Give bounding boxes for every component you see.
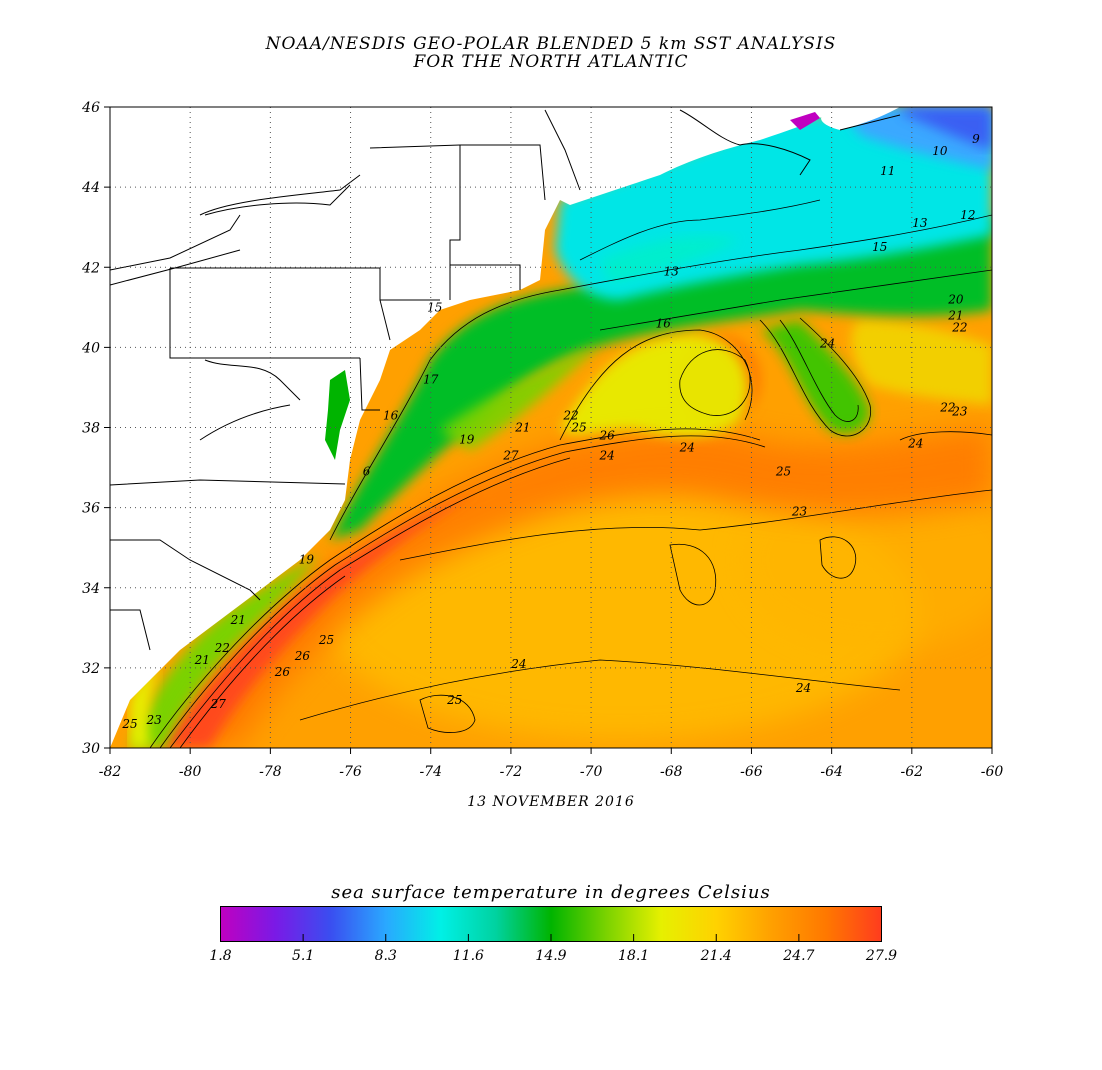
contour-label: 25 [570, 421, 586, 435]
contour-label: 21 [194, 653, 210, 667]
contour-label: 24 [510, 657, 526, 671]
contour-label: 13 [912, 216, 928, 230]
analysis-date: 13 NOVEMBER 2016 [467, 794, 635, 810]
colorbar-tick-label: 14.9 [535, 948, 567, 964]
contour-label: 21 [947, 308, 963, 322]
axis-ticks: -82 -80 -78 -76 -74 -72 -70 -68 -66 -64 -62 -60 30 32… [81, 100, 1003, 780]
lat-lon-grid [110, 107, 992, 748]
x-tick-label: -80 [179, 764, 202, 780]
x-tick-label: -60 [981, 764, 1004, 780]
y-tick-label: 38 [82, 421, 100, 437]
contour-label: 26 [274, 665, 291, 679]
colorbar-tick-label: 24.7 [783, 948, 815, 964]
contour-label: 22 [214, 641, 230, 655]
contour-label: 23 [791, 505, 808, 519]
colorbar-title: sea surface temperature in degrees Celsi… [331, 882, 771, 903]
map-title-line1: NOAA/NESDIS GEO-POLAR BLENDED 5 km SST A… [265, 34, 837, 54]
contour-label: 24 [679, 441, 695, 455]
colorbar-tick-label: 18.1 [618, 948, 650, 964]
contour-label: 27 [210, 697, 227, 711]
contour-label: 15 [427, 300, 442, 314]
x-tick-label: -64 [820, 764, 843, 780]
contour-label: 25 [318, 633, 334, 647]
contour-label: 15 [872, 240, 887, 254]
x-tick-label: -74 [419, 764, 442, 780]
contour-label: 9 [972, 132, 980, 146]
colorbar-tick-label: 11.6 [452, 948, 484, 964]
x-tick-label: -66 [740, 764, 763, 780]
y-tick-label: 32 [82, 661, 100, 677]
contour-label: 24 [598, 449, 614, 463]
land-boundaries [110, 109, 901, 651]
y-tick-label: 40 [81, 340, 100, 356]
y-tick-label: 30 [82, 741, 100, 757]
contour-label: 26 [598, 429, 615, 443]
contour-label: 25 [446, 693, 462, 707]
contour-label: 26 [294, 649, 311, 663]
colorbar-tick-label: 8.3 [374, 948, 397, 964]
contour-label: 16 [656, 316, 672, 330]
contour-label: 23 [145, 713, 162, 727]
y-tick-label: 36 [82, 501, 100, 517]
contour-label: 17 [423, 372, 439, 386]
colorbar [220, 906, 882, 942]
x-tick-label: -68 [660, 764, 683, 780]
contour-label: 10 [932, 144, 948, 158]
y-tick-label: 42 [81, 260, 100, 276]
contour-label: 21 [230, 613, 246, 627]
y-tick-label: 34 [82, 581, 100, 597]
x-tick-label: -70 [580, 764, 603, 780]
contour-label: 13 [664, 264, 680, 278]
sst-contours [149, 199, 992, 748]
contour-label: 22 [939, 400, 955, 414]
contour-label: 22 [562, 408, 578, 422]
map-title-line2: FOR THE NORTH ATLANTIC [413, 52, 689, 72]
contour-label: 22 [951, 320, 967, 334]
x-tick-label: -62 [901, 764, 924, 780]
contour-label: 24 [907, 437, 923, 451]
contour-label: 24 [795, 681, 811, 695]
contour-label: 21 [514, 421, 530, 435]
x-tick-label: -76 [339, 764, 362, 780]
x-tick-label: -78 [259, 764, 282, 780]
x-tick-label: -82 [99, 764, 122, 780]
contour-label: 6 [363, 465, 371, 479]
contour-label: 25 [121, 717, 137, 731]
colorbar-tick-label: 5.1 [291, 948, 315, 964]
x-tick-label: -72 [500, 764, 523, 780]
colorbar-tick-label: 1.8 [209, 948, 232, 964]
contour-label: 20 [947, 292, 964, 306]
colorbar-tick-label: 21.4 [700, 948, 732, 964]
colorbar-tick-label: 27.9 [865, 948, 898, 964]
contour-label: 25 [775, 465, 791, 479]
contour-label: 27 [502, 449, 519, 463]
contour-label: 19 [459, 433, 475, 447]
contour-label: 23 [951, 404, 968, 418]
y-tick-label: 46 [81, 100, 100, 116]
contour-label: 11 [880, 164, 895, 178]
contour-label: 16 [383, 408, 399, 422]
contour-label: 12 [960, 208, 975, 222]
y-tick-label: 44 [81, 180, 100, 196]
contour-label: 19 [299, 553, 315, 567]
contour-label: 24 [819, 336, 835, 350]
